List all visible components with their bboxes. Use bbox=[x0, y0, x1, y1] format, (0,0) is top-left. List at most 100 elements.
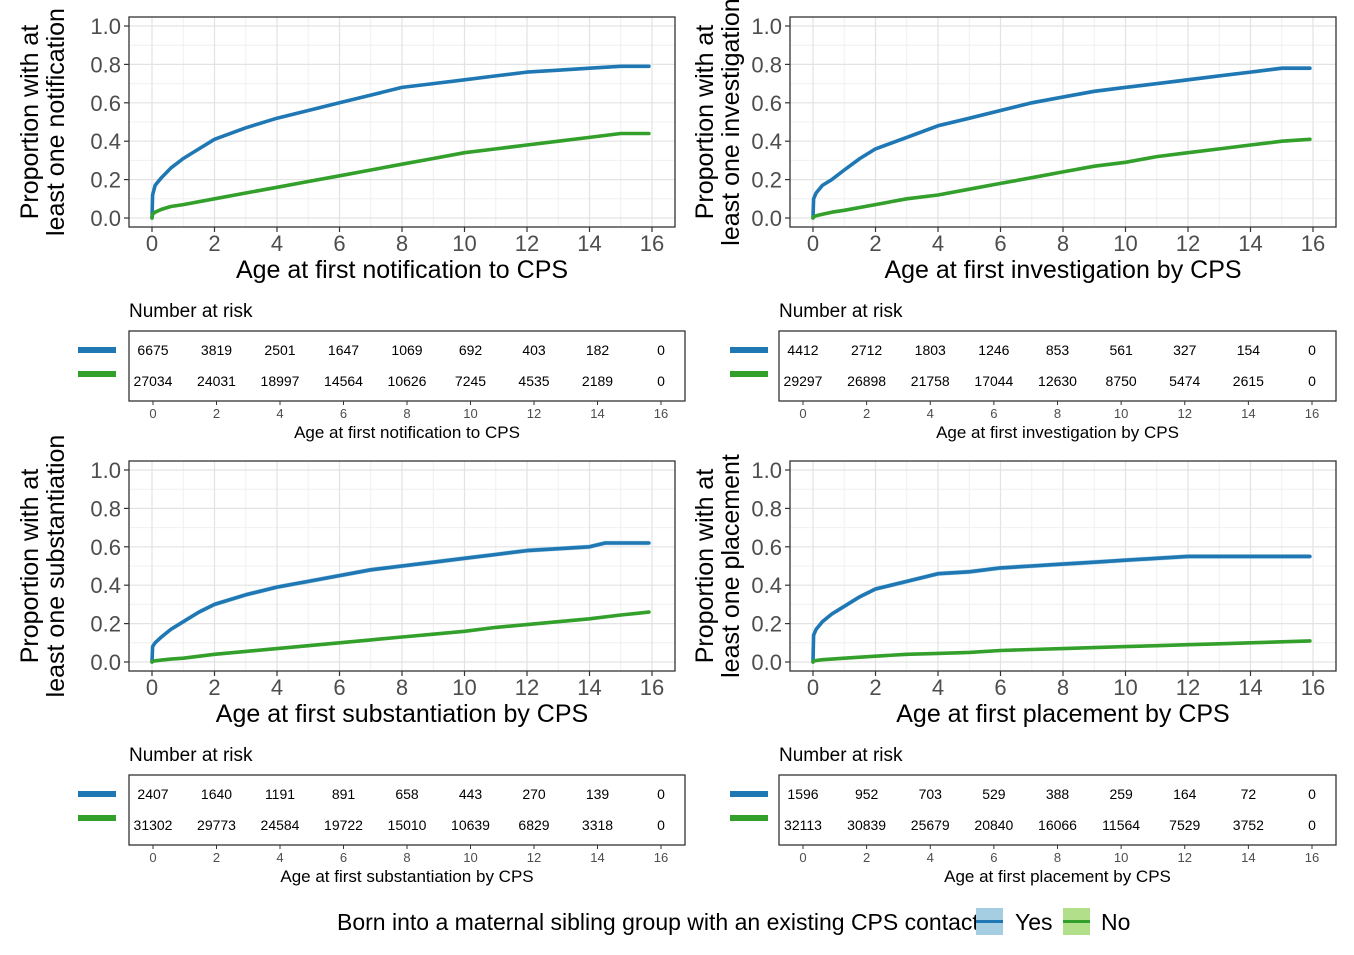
risk-table-border bbox=[778, 330, 1337, 402]
risk-count-yes: 1191 bbox=[265, 786, 295, 802]
risk-table-border bbox=[128, 330, 686, 402]
x-tick-label: 10 bbox=[452, 231, 476, 256]
risk-count-no: 10626 bbox=[388, 373, 427, 389]
series-line-yes bbox=[811, 554, 1312, 664]
legend: Born into a maternal sibling group with … bbox=[337, 908, 1130, 935]
risk-count-yes: 270 bbox=[522, 786, 546, 802]
risk-x-tick-label: 2 bbox=[213, 406, 220, 421]
km-panel-1: 0.0 0.2 0.4 0.6 0.8 1.0 0 2 4 6 8 10 12 14 16 Age at fi… bbox=[16, 8, 686, 442]
risk-x-tick-label: 14 bbox=[1241, 850, 1255, 865]
risk-x-tick-label: 6 bbox=[990, 406, 997, 421]
risk-count-yes: 952 bbox=[855, 786, 879, 802]
risk-count-no: 8750 bbox=[1106, 373, 1137, 389]
x-tick-label: 4 bbox=[932, 675, 944, 700]
y-tick-label: 0.2 bbox=[90, 168, 121, 193]
risk-count-no: 19722 bbox=[324, 817, 363, 833]
x-tick-label: 14 bbox=[577, 231, 601, 256]
risk-x-tick-label: 6 bbox=[340, 850, 347, 865]
risk-count-yes: 4412 bbox=[787, 342, 818, 358]
y-axis-title-line: least one placement bbox=[717, 454, 745, 678]
x-tick-label: 4 bbox=[271, 675, 283, 700]
risk-x-tick-label: 12 bbox=[1178, 406, 1192, 421]
risk-x-tick-label: 0 bbox=[149, 850, 156, 865]
risk-count-yes: 72 bbox=[1241, 786, 1257, 802]
risk-x-tick-label: 14 bbox=[590, 850, 604, 865]
x-tick-label: 0 bbox=[146, 231, 158, 256]
x-tick-label: 12 bbox=[1176, 231, 1200, 256]
risk-x-tick-label: 4 bbox=[276, 406, 283, 421]
risk-count-no: 30839 bbox=[847, 817, 886, 833]
x-tick-label: 12 bbox=[1176, 675, 1200, 700]
risk-count-no: 3318 bbox=[582, 817, 613, 833]
x-tick-label: 0 bbox=[807, 231, 819, 256]
y-axis-title-line: Proportion with at bbox=[16, 25, 44, 220]
risk-count-yes: 891 bbox=[332, 786, 356, 802]
risk-count-yes: 388 bbox=[1046, 786, 1070, 802]
x-tick-label: 12 bbox=[515, 675, 539, 700]
legend-label-no: No bbox=[1101, 909, 1130, 935]
risk-count-no: 29773 bbox=[197, 817, 236, 833]
risk-x-tick-label: 4 bbox=[276, 850, 283, 865]
y-tick-label: 0.2 bbox=[751, 612, 782, 637]
risk-count-yes: 164 bbox=[1173, 786, 1197, 802]
risk-count-no: 29297 bbox=[784, 373, 823, 389]
y-axis-title-line: Proportion with at bbox=[691, 469, 719, 664]
risk-count-yes: 658 bbox=[395, 786, 419, 802]
y-tick-label: 0.8 bbox=[751, 496, 782, 521]
risk-x-tick-label: 14 bbox=[1241, 406, 1255, 421]
risk-count-yes: 2407 bbox=[137, 786, 168, 802]
y-tick-label: 0.6 bbox=[90, 91, 121, 116]
risk-count-yes: 0 bbox=[657, 786, 665, 802]
legend-title: Born into a maternal sibling group with … bbox=[337, 909, 979, 935]
x-tick-label: 6 bbox=[994, 231, 1006, 256]
x-tick-label: 8 bbox=[396, 231, 408, 256]
y-axis-title-line: least one substantiation bbox=[42, 435, 70, 698]
risk-x-axis-title: Age at first substantiation by CPS bbox=[280, 867, 533, 886]
risk-count-yes: 1246 bbox=[978, 342, 1009, 358]
y-tick-label: 0.6 bbox=[751, 91, 782, 116]
x-tick-label: 8 bbox=[396, 675, 408, 700]
risk-count-no: 18997 bbox=[261, 373, 300, 389]
x-tick-label: 4 bbox=[271, 231, 283, 256]
y-tick-label: 0.4 bbox=[90, 129, 121, 154]
series-line-yes bbox=[150, 64, 651, 220]
risk-x-tick-label: 4 bbox=[927, 850, 934, 865]
x-tick-label: 14 bbox=[577, 675, 601, 700]
y-tick-label: 0.8 bbox=[90, 496, 121, 521]
y-axis-title-line: Proportion with at bbox=[16, 469, 44, 664]
risk-count-no: 7529 bbox=[1169, 817, 1200, 833]
x-tick-label: 16 bbox=[1301, 675, 1325, 700]
risk-count-yes: 3819 bbox=[201, 342, 232, 358]
risk-count-no: 10639 bbox=[451, 817, 490, 833]
y-tick-label: 1.0 bbox=[751, 14, 782, 39]
risk-count-no: 6829 bbox=[518, 817, 549, 833]
risk-count-no: 15010 bbox=[388, 817, 427, 833]
risk-x-tick-label: 0 bbox=[799, 850, 806, 865]
y-tick-label: 1.0 bbox=[90, 14, 121, 39]
risk-count-no: 25679 bbox=[911, 817, 950, 833]
x-axis-title: Age at first placement by CPS bbox=[896, 700, 1229, 728]
risk-count-yes: 403 bbox=[522, 342, 546, 358]
risk-x-tick-label: 16 bbox=[654, 850, 668, 865]
y-axis-title-line: least one investigation bbox=[717, 0, 745, 246]
risk-count-yes: 1803 bbox=[915, 342, 946, 358]
y-tick-label: 0.0 bbox=[751, 206, 782, 231]
y-tick-label: 1.0 bbox=[90, 458, 121, 483]
risk-count-yes: 529 bbox=[982, 786, 1006, 802]
risk-count-no: 3752 bbox=[1233, 817, 1264, 833]
x-axis-title: Age at first notification to CPS bbox=[236, 256, 568, 284]
x-tick-label: 10 bbox=[1113, 675, 1137, 700]
y-tick-label: 0.2 bbox=[90, 612, 121, 637]
risk-count-no: 27034 bbox=[134, 373, 173, 389]
risk-x-tick-label: 6 bbox=[990, 850, 997, 865]
risk-x-tick-label: 2 bbox=[863, 406, 870, 421]
x-axis-title: Age at first investigation by CPS bbox=[884, 256, 1241, 284]
series-line-no bbox=[811, 137, 1312, 220]
risk-count-no: 20840 bbox=[974, 817, 1013, 833]
risk-x-tick-label: 2 bbox=[213, 850, 220, 865]
risk-count-yes: 6675 bbox=[137, 342, 168, 358]
risk-count-yes: 443 bbox=[459, 786, 483, 802]
series-line-yes bbox=[811, 66, 1312, 220]
risk-x-tick-label: 2 bbox=[863, 850, 870, 865]
